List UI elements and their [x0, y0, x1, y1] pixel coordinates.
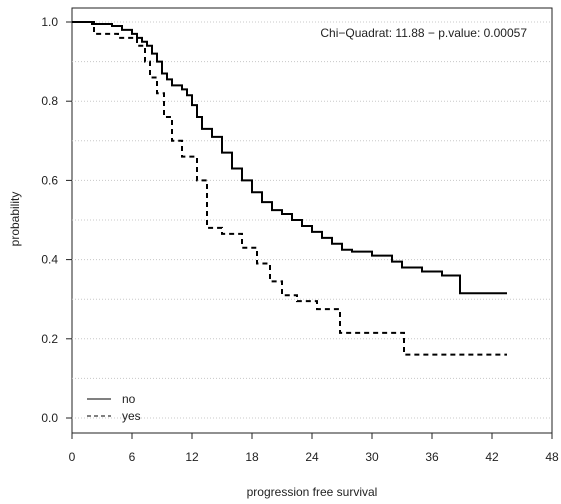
x-tick-label: 12 — [185, 450, 199, 464]
legend: no yes — [87, 392, 141, 423]
series-lines — [72, 21, 507, 356]
y-axis-title: probability — [8, 192, 22, 247]
x-axis: 0 6 12 18 24 30 36 42 48 — [69, 433, 559, 464]
y-tick-label: 0.6 — [41, 173, 58, 187]
y-tick-label: 0.4 — [41, 253, 58, 267]
series-line-yes — [72, 21, 507, 356]
chi-square-annotation: Chi−Quadrat: 11.88 − p.value: 0.00057 — [320, 26, 527, 40]
legend-label-no: no — [122, 392, 136, 406]
y-tick-label: 0.2 — [41, 332, 58, 346]
x-tick-label: 0 — [69, 450, 76, 464]
x-tick-label: 42 — [485, 450, 499, 464]
x-tick-label: 48 — [545, 450, 559, 464]
x-axis-title: progression free survival — [247, 485, 378, 499]
series-line-no — [72, 21, 507, 295]
y-tick-label: 0.0 — [41, 411, 58, 425]
x-tick-label: 36 — [425, 450, 439, 464]
x-tick-label: 24 — [305, 450, 319, 464]
y-tick-label: 0.8 — [41, 94, 58, 108]
x-tick-label: 30 — [365, 450, 379, 464]
grid-lines — [72, 21, 552, 419]
x-tick-label: 6 — [129, 450, 136, 464]
y-axis: 0.0 0.2 0.4 0.6 0.8 1.0 — [41, 15, 72, 425]
x-tick-label: 18 — [245, 450, 259, 464]
legend-label-yes: yes — [122, 409, 141, 423]
y-tick-label: 1.0 — [41, 15, 58, 29]
